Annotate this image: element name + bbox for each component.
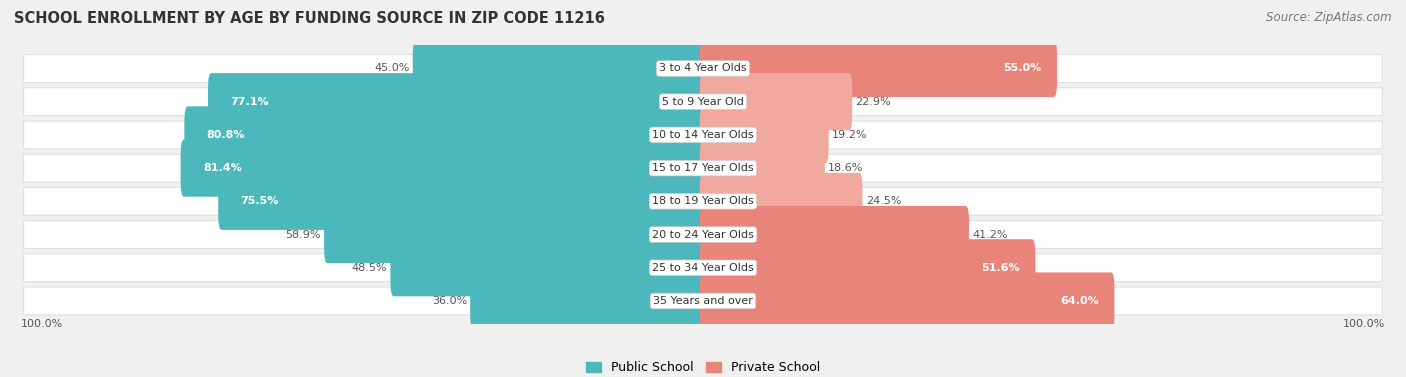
Bar: [703, 222, 956, 247]
Bar: [337, 222, 703, 247]
Text: 51.6%: 51.6%: [981, 263, 1019, 273]
FancyBboxPatch shape: [700, 106, 828, 164]
Bar: [221, 90, 703, 113]
Text: 58.9%: 58.9%: [285, 230, 321, 239]
Text: 48.5%: 48.5%: [352, 263, 387, 273]
FancyBboxPatch shape: [24, 55, 1382, 83]
Text: 75.5%: 75.5%: [240, 196, 278, 206]
Bar: [703, 256, 1022, 280]
Text: 18.6%: 18.6%: [828, 163, 863, 173]
FancyBboxPatch shape: [24, 254, 1382, 282]
Text: 24.5%: 24.5%: [866, 196, 901, 206]
Bar: [193, 156, 703, 180]
FancyBboxPatch shape: [208, 73, 706, 130]
FancyBboxPatch shape: [700, 173, 862, 230]
Bar: [703, 123, 815, 147]
Bar: [426, 57, 703, 80]
Text: SCHOOL ENROLLMENT BY AGE BY FUNDING SOURCE IN ZIP CODE 11216: SCHOOL ENROLLMENT BY AGE BY FUNDING SOUR…: [14, 11, 605, 26]
Text: 5 to 9 Year Old: 5 to 9 Year Old: [662, 97, 744, 107]
FancyBboxPatch shape: [700, 239, 1035, 296]
Text: 22.9%: 22.9%: [855, 97, 891, 107]
Text: 45.0%: 45.0%: [374, 63, 409, 74]
Text: 77.1%: 77.1%: [231, 97, 269, 107]
Text: 10 to 14 Year Olds: 10 to 14 Year Olds: [652, 130, 754, 140]
Text: 100.0%: 100.0%: [21, 319, 63, 329]
FancyBboxPatch shape: [391, 239, 706, 296]
Text: 80.8%: 80.8%: [207, 130, 245, 140]
FancyBboxPatch shape: [24, 221, 1382, 248]
Bar: [404, 256, 703, 280]
FancyBboxPatch shape: [24, 121, 1382, 149]
Text: 81.4%: 81.4%: [202, 163, 242, 173]
FancyBboxPatch shape: [700, 139, 825, 197]
Text: Source: ZipAtlas.com: Source: ZipAtlas.com: [1267, 11, 1392, 24]
Bar: [703, 90, 839, 113]
Text: 19.2%: 19.2%: [832, 130, 868, 140]
Text: 20 to 24 Year Olds: 20 to 24 Year Olds: [652, 230, 754, 239]
Text: 41.2%: 41.2%: [972, 230, 1008, 239]
FancyBboxPatch shape: [700, 40, 1057, 97]
Bar: [703, 57, 1045, 80]
FancyBboxPatch shape: [24, 187, 1382, 215]
FancyBboxPatch shape: [184, 106, 706, 164]
Text: 18 to 19 Year Olds: 18 to 19 Year Olds: [652, 196, 754, 206]
Bar: [482, 289, 703, 313]
Bar: [703, 156, 813, 180]
Text: 55.0%: 55.0%: [1002, 63, 1040, 74]
FancyBboxPatch shape: [180, 139, 706, 197]
FancyBboxPatch shape: [413, 40, 706, 97]
FancyBboxPatch shape: [24, 287, 1382, 315]
Bar: [231, 189, 703, 213]
FancyBboxPatch shape: [24, 154, 1382, 182]
Text: 25 to 34 Year Olds: 25 to 34 Year Olds: [652, 263, 754, 273]
Bar: [197, 123, 703, 147]
FancyBboxPatch shape: [700, 273, 1115, 329]
Text: 64.0%: 64.0%: [1060, 296, 1098, 306]
Text: 35 Years and over: 35 Years and over: [652, 296, 754, 306]
FancyBboxPatch shape: [325, 206, 706, 263]
Text: 36.0%: 36.0%: [432, 296, 467, 306]
FancyBboxPatch shape: [700, 206, 969, 263]
Text: 100.0%: 100.0%: [1343, 319, 1385, 329]
Text: 3 to 4 Year Olds: 3 to 4 Year Olds: [659, 63, 747, 74]
Bar: [703, 289, 1102, 313]
Legend: Public School, Private School: Public School, Private School: [581, 356, 825, 377]
Bar: [703, 189, 849, 213]
FancyBboxPatch shape: [470, 273, 706, 329]
Text: 15 to 17 Year Olds: 15 to 17 Year Olds: [652, 163, 754, 173]
FancyBboxPatch shape: [24, 88, 1382, 116]
FancyBboxPatch shape: [218, 173, 706, 230]
FancyBboxPatch shape: [700, 73, 852, 130]
